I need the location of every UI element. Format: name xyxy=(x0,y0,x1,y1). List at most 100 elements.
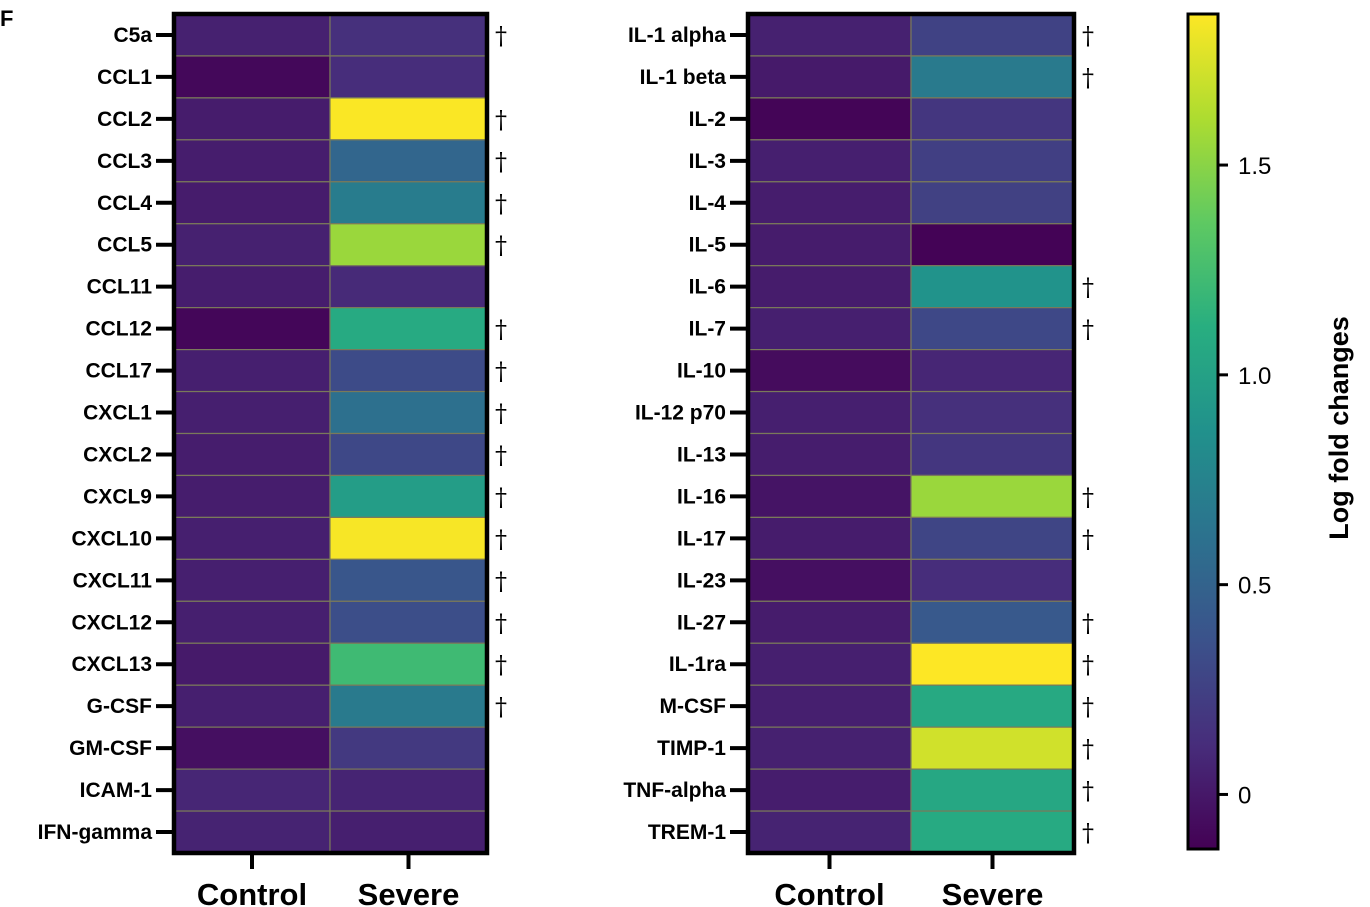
cell-control-gm-csf xyxy=(173,726,331,770)
heatmap-row-ccl2: CCL2 † xyxy=(97,97,507,141)
row-label: CCL5 xyxy=(97,234,152,257)
cell-severe-timp-1 xyxy=(910,726,1075,770)
colorbar-tick-label: 1.5 xyxy=(1238,153,1271,180)
row-label: IL-13 xyxy=(677,443,726,466)
row-label: CCL12 xyxy=(85,318,152,341)
heatmap-row-il-10: IL-10 xyxy=(677,349,1075,393)
cell-severe-il-17 xyxy=(910,516,1075,560)
row-label: CXCL11 xyxy=(73,569,153,592)
cell-control-il-3 xyxy=(747,139,912,183)
colorbar: 0 0.5 1.0 1.5 Log fold changes xyxy=(1186,12,1354,851)
colorbar-gradient xyxy=(1186,12,1220,851)
heatmap-row-g-csf: G-CSF † xyxy=(87,684,507,728)
cell-severe-il-12-p70 xyxy=(910,390,1075,435)
cell-control-cxcl9 xyxy=(173,474,331,519)
panel-label: F xyxy=(0,6,13,31)
cell-control-ccl5 xyxy=(173,223,331,267)
heatmap-row-cxcl10: CXCL10 † xyxy=(71,516,507,560)
row-label: G-CSF xyxy=(87,695,153,718)
cell-control-icam-1 xyxy=(173,768,331,812)
cell-severe-ccl5 xyxy=(329,223,488,267)
cell-severe-il-23 xyxy=(910,558,1075,602)
cell-severe-m-csf xyxy=(910,684,1075,728)
significance-marker: † xyxy=(495,441,507,469)
cell-severe-il-5 xyxy=(910,223,1075,267)
row-label: IL-12 p70 xyxy=(635,402,726,425)
heatmap-row-il-1-beta: IL-1 beta † xyxy=(640,55,1094,99)
heatmap-row-icam-1: ICAM-1 xyxy=(80,768,488,812)
cell-control-ccl11 xyxy=(173,265,331,309)
row-label: CXCL1 xyxy=(83,402,152,425)
significance-marker: † xyxy=(495,190,507,218)
cell-severe-il-16 xyxy=(910,474,1075,519)
cell-severe-ccl1 xyxy=(329,55,488,99)
significance-marker: † xyxy=(495,567,507,595)
significance-marker: † xyxy=(1082,651,1094,679)
heatmap-row-ccl5: CCL5 † xyxy=(97,223,507,267)
heatmap-row-ccl3: CCL3 † xyxy=(97,139,507,183)
cell-severe-il-3 xyxy=(910,139,1075,183)
cell-severe-ccl3 xyxy=(329,139,488,183)
significance-marker: † xyxy=(495,693,507,721)
row-label: CCL3 xyxy=(97,150,152,173)
cell-control-m-csf xyxy=(747,684,912,728)
heatmap-row-il-12-p70: IL-12 p70 xyxy=(635,390,1075,435)
significance-marker: † xyxy=(1082,735,1094,763)
heatmap-row-gm-csf: GM-CSF xyxy=(69,726,488,770)
heatmap-frame xyxy=(171,11,490,856)
heatmap-row-il-23: IL-23 xyxy=(677,558,1075,602)
cell-control-il-6 xyxy=(747,265,912,309)
heatmap-row-il-27: IL-27 † xyxy=(677,600,1094,644)
colorbar-ticks: 0 0.5 1.0 1.5 xyxy=(1218,153,1271,809)
row-label: IL-5 xyxy=(689,234,727,257)
significance-marker: † xyxy=(495,651,507,679)
heatmap-row-il-4: IL-4 xyxy=(689,181,1075,225)
heatmap-row-il-16: IL-16 † xyxy=(677,474,1094,519)
cell-severe-il-2 xyxy=(910,97,1075,141)
significance-marker: † xyxy=(495,106,507,134)
row-label: C5a xyxy=(113,24,152,47)
heatmap-row-ccl12: CCL12 † xyxy=(85,307,507,351)
cell-control-il-17 xyxy=(747,516,912,560)
significance-marker: † xyxy=(1082,819,1094,847)
heatmap-row-ifn-gamma: IFN-gamma xyxy=(38,810,488,854)
cell-severe-il-1-alpha xyxy=(910,13,1075,57)
significance-marker: † xyxy=(1082,525,1094,553)
significance-marker: † xyxy=(495,609,507,637)
heatmap-row-il-13: IL-13 xyxy=(677,432,1075,477)
cell-control-il-2 xyxy=(747,97,912,141)
column-label-control: Control xyxy=(197,877,307,907)
heatmap-row-cxcl11: CXCL11 † xyxy=(73,558,507,602)
significance-marker: † xyxy=(495,22,507,50)
significance-marker: † xyxy=(495,232,507,260)
cell-severe-il-13 xyxy=(910,432,1075,477)
cell-severe-tnf-alpha xyxy=(910,768,1075,812)
heatmap-panel-2: IL-1 alpha † IL-1 beta † IL-2 IL-3 IL-4 IL-5 IL-… xyxy=(623,11,1094,907)
significance-marker: † xyxy=(1082,693,1094,721)
row-label: CXCL2 xyxy=(83,443,152,466)
cell-control-trem-1 xyxy=(747,810,912,854)
row-label: IL-10 xyxy=(677,360,726,383)
cell-control-il-1-alpha xyxy=(747,13,912,57)
cell-control-il-10 xyxy=(747,349,912,393)
cell-control-g-csf xyxy=(173,684,331,728)
heatmap-row-cxcl2: CXCL2 † xyxy=(83,432,507,477)
cell-control-il-7 xyxy=(747,307,912,351)
row-label: CCL17 xyxy=(85,360,152,383)
significance-marker: † xyxy=(495,525,507,553)
cell-severe-il-27 xyxy=(910,600,1075,644)
significance-marker: † xyxy=(495,483,507,511)
cell-control-ccl4 xyxy=(173,181,331,225)
cell-severe-il-1ra xyxy=(910,642,1075,686)
column-label-severe: Severe xyxy=(942,877,1044,907)
heatmap-row-cxcl12: CXCL12 † xyxy=(71,600,507,644)
heatmap-row-cxcl9: CXCL9 † xyxy=(83,474,507,519)
column-label-severe: Severe xyxy=(358,877,460,907)
heatmap-row-il-3: IL-3 xyxy=(689,139,1075,183)
cell-control-il-5 xyxy=(747,223,912,267)
row-label: IL-2 xyxy=(689,108,726,131)
row-label: IFN-gamma xyxy=(38,821,153,844)
heatmap-row-timp-1: TIMP-1 † xyxy=(657,726,1094,770)
